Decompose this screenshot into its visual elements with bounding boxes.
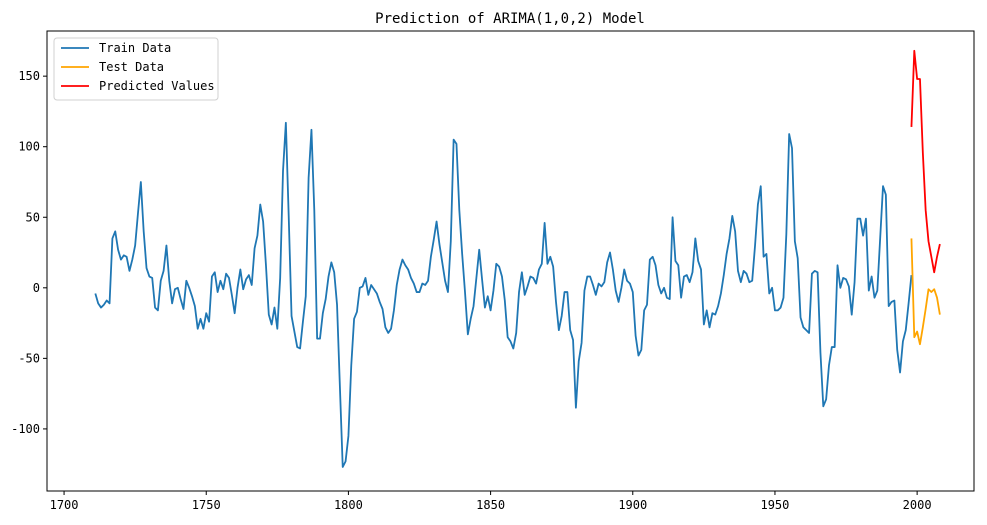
x-tick-label: 1900	[618, 498, 647, 512]
x-tick-label: 1850	[476, 498, 505, 512]
x-tick-label: 1750	[192, 498, 221, 512]
axes-frame	[46, 30, 975, 492]
legend-label-test: Test Data	[99, 60, 164, 74]
y-tick-label: 100	[18, 140, 40, 154]
y-axis: -100 -50 0 50 100 150	[11, 69, 47, 436]
chart-title: Prediction of ARIMA(1,0,2) Model	[375, 11, 645, 27]
y-tick-label: 0	[33, 281, 40, 295]
series-line-train	[94, 121, 913, 468]
series-layer	[94, 49, 941, 468]
y-tick-label: 150	[18, 69, 40, 83]
x-tick-label: 1700	[50, 498, 79, 512]
x-axis: 1700 1750 1800 1850 1900 1950 2000	[50, 491, 932, 512]
series-line-predicted	[910, 49, 941, 274]
legend: Train Data Test Data Predicted Values	[53, 37, 219, 101]
x-tick-label: 1800	[334, 498, 363, 512]
y-tick-label: 50	[26, 210, 40, 224]
legend-box	[53, 37, 219, 101]
x-tick-label: 2000	[903, 498, 932, 512]
legend-label-predicted: Predicted Values	[99, 79, 215, 93]
series-line-test	[910, 238, 941, 346]
x-tick-label: 1950	[760, 498, 789, 512]
y-tick-label: -100	[11, 422, 40, 436]
legend-label-train: Train Data	[99, 41, 171, 55]
y-tick-label: -50	[18, 351, 40, 365]
